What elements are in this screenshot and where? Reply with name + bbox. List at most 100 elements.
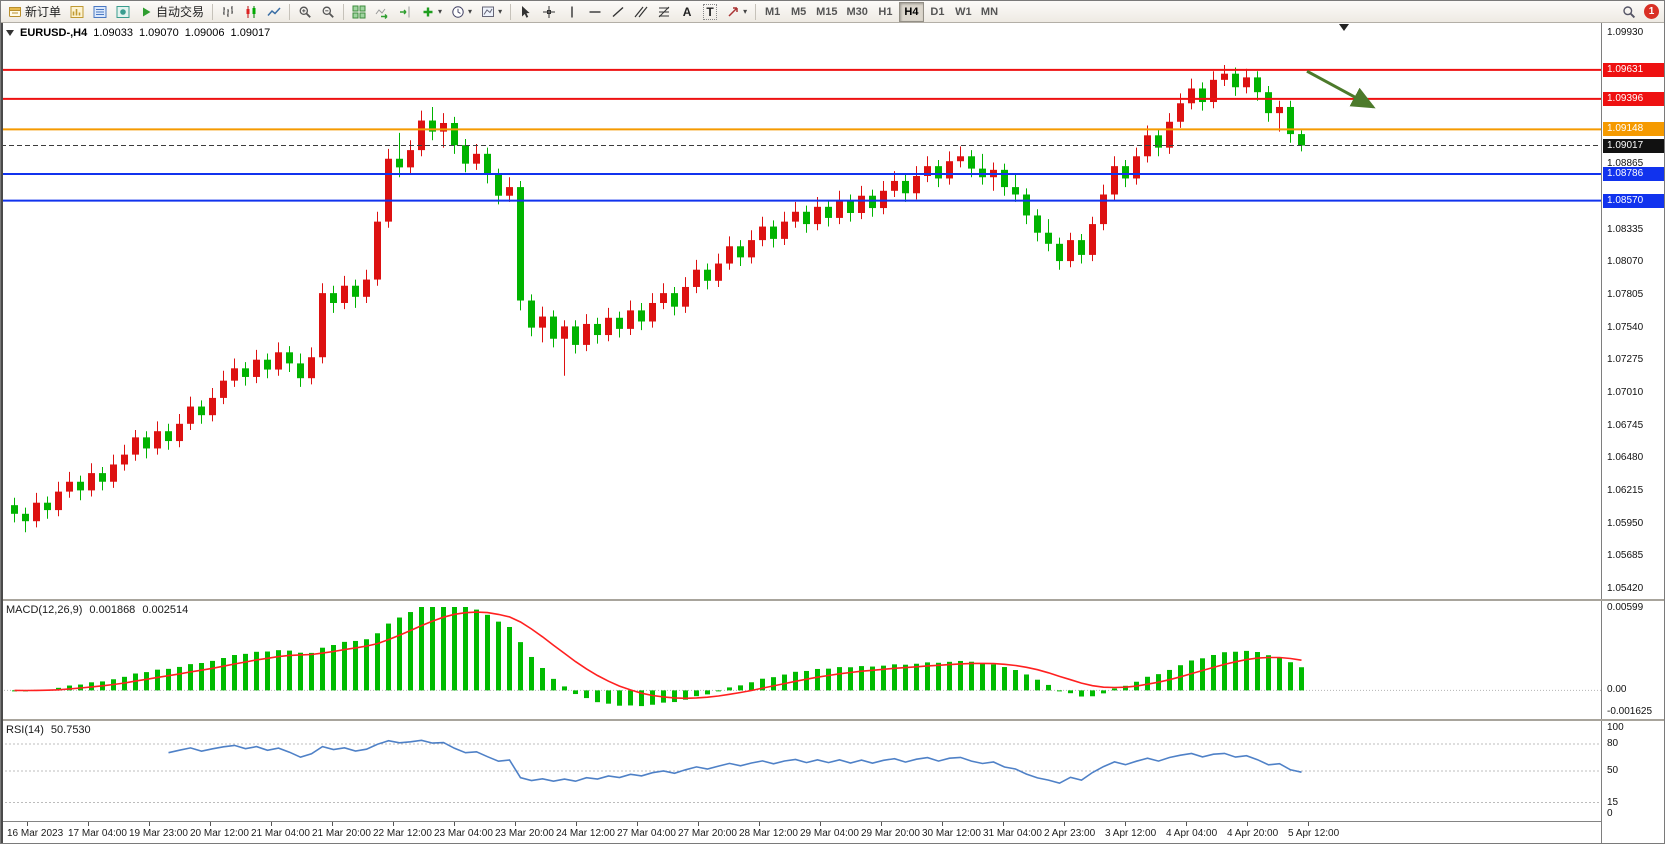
main-chart-panel: EURUSD-,H4 1.09033 1.09070 1.09006 1.090… [1, 23, 1601, 599]
horizontal-line-icon [589, 10, 601, 13]
cursor-button[interactable] [515, 2, 537, 22]
bar-chart-type-button[interactable] [217, 2, 239, 22]
price-axis-label: 1.06215 [1607, 484, 1644, 496]
new-order-button[interactable]: 新订单 [4, 2, 65, 22]
search-icon [1623, 5, 1636, 18]
time-axis-tick [210, 822, 211, 826]
text-button[interactable]: A [676, 2, 698, 22]
price-axis[interactable]: 1.09930 1.08865 1.08335 1.08070 1.07805 1.075… [1601, 23, 1664, 843]
vertical-line-button[interactable] [561, 2, 583, 22]
bar-chart-type-icon [223, 5, 234, 17]
market-watch-button[interactable] [89, 2, 111, 22]
time-axis-tick [759, 822, 760, 826]
time-axis-label: 23 Mar 20:00 [495, 828, 554, 839]
macd-axis-label: 0.00 [1607, 684, 1627, 696]
crosshair-button[interactable] [538, 2, 560, 22]
text-label-button[interactable]: T [699, 2, 721, 22]
rsi-axis-label: 0 [1607, 808, 1613, 819]
fibonacci-icon [658, 6, 670, 17]
text-label-tool-icon: T [703, 3, 717, 20]
price-axis-label: 1.06745 [1607, 419, 1644, 431]
search-button[interactable] [1618, 2, 1640, 22]
readout-close: 1.09017 [230, 27, 271, 39]
macd-histogram [12, 607, 1304, 707]
main-chart-canvas[interactable] [1, 23, 1601, 599]
new-chart-button[interactable] [66, 2, 88, 22]
rsi-axis-label: 80 [1607, 738, 1619, 749]
candlestick-chart-type-button[interactable] [240, 2, 262, 22]
time-axis-tick [637, 822, 638, 826]
templates-button[interactable]: ▾ [477, 2, 506, 22]
channel-button[interactable] [630, 2, 652, 22]
timeframe-m1-button[interactable]: M1 [760, 2, 785, 22]
time-axis-label: 28 Mar 12:00 [739, 828, 798, 839]
readout-high: 1.09070 [139, 27, 179, 39]
autotrading-button[interactable]: 自动交易 [135, 2, 208, 22]
time-axis-tick [1247, 822, 1248, 826]
time-axis-tick [1308, 822, 1309, 826]
macd-name: MACD(12,26,9) [6, 604, 83, 616]
price-axis-label: 1.07805 [1607, 288, 1644, 300]
time-axis-label: 29 Mar 20:00 [861, 828, 920, 839]
rsi-canvas[interactable] [1, 721, 1601, 821]
price-tag: 1.08786 [1603, 167, 1664, 182]
line-chart-type-icon [267, 6, 281, 16]
time-axis-tick [332, 822, 333, 826]
macd-canvas[interactable] [1, 601, 1601, 719]
timeframe-h4-button[interactable]: H4 [898, 1, 924, 22]
time-axis-label: 29 Mar 04:00 [800, 828, 859, 839]
timeframe-m30-button[interactable]: M30 [843, 2, 872, 22]
timeframe-m15-button[interactable]: M15 [812, 2, 841, 22]
time-axis-label: 24 Mar 12:00 [556, 828, 615, 839]
periods-button[interactable]: ▾ [447, 2, 476, 22]
arrows-button[interactable]: ▾ [722, 2, 751, 22]
timeframe-d1-button[interactable]: D1 [925, 2, 950, 22]
market-watch-icon [93, 5, 107, 18]
time-axis-tick [515, 822, 516, 826]
readout-low: 1.09006 [184, 27, 225, 39]
zoom-in-icon [299, 6, 311, 18]
timeframe-w1-button[interactable]: W1 [951, 2, 976, 22]
chart-ohlc-readout: EURUSD-,H4 1.09033 1.09070 1.09006 1.090… [6, 27, 270, 39]
trend-arrow-object[interactable] [1306, 69, 1376, 109]
time-axis-label: 16 Mar 2023 [7, 828, 64, 839]
chevron-down-icon: ▾ [438, 6, 443, 16]
main-toolbar: 新订单 自动交易 [1, 1, 1664, 23]
one-click-trading-toggle[interactable] [6, 30, 14, 36]
zoom-out-button[interactable] [317, 2, 339, 22]
timeframe-h1-button[interactable]: H1 [873, 2, 898, 22]
time-axis-tick [1003, 822, 1004, 826]
chart-shift-button[interactable] [394, 2, 416, 22]
trendline-button[interactable] [607, 2, 629, 22]
time-axis-label: 3 Apr 12:00 [1105, 828, 1157, 839]
time-axis-tick [942, 822, 943, 826]
autotrading-label: 自动交易 [156, 5, 205, 19]
price-axis-label: 1.08335 [1607, 223, 1644, 235]
timeframe-mn-button[interactable]: MN [977, 2, 1002, 22]
cursor-icon [522, 5, 530, 18]
panel-splitter[interactable] [1, 719, 1664, 721]
indicators-button[interactable]: ▾ [417, 2, 446, 22]
equidistant-channel-icon [634, 6, 648, 17]
current-price-tag: 1.09017 [1603, 138, 1664, 153]
line-chart-type-button[interactable] [263, 2, 285, 22]
horizontal-line-button[interactable] [584, 2, 606, 22]
notification-badge[interactable]: 1 [1644, 4, 1659, 19]
new-chart-icon [70, 5, 84, 18]
zoom-in-button[interactable] [294, 2, 316, 22]
text-tool-icon: A [682, 4, 692, 19]
timeframe-m5-button[interactable]: M5 [786, 2, 811, 22]
price-axis-label: 1.06480 [1607, 452, 1644, 464]
panel-splitter[interactable] [1, 599, 1664, 601]
time-axis-label: 2 Apr 23:00 [1044, 828, 1096, 839]
fibonacci-button[interactable] [653, 2, 675, 22]
navigator-button[interactable] [112, 2, 134, 22]
tile-windows-button[interactable] [348, 2, 370, 22]
autotrading-play-icon [143, 7, 151, 16]
macd-value-main: 0.001868 [89, 604, 136, 616]
chart-shift-marker[interactable] [1339, 24, 1349, 31]
time-axis-label: 20 Mar 12:00 [190, 828, 249, 839]
time-axis[interactable]: 16 Mar 2023 17 Mar 04:00 19 Mar 23:00 20 Ma… [1, 821, 1601, 843]
auto-scroll-button[interactable] [371, 2, 393, 22]
time-axis-label: 17 Mar 04:00 [68, 828, 127, 839]
